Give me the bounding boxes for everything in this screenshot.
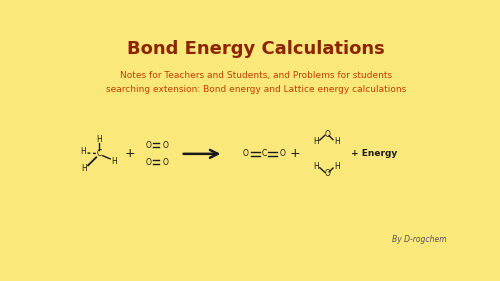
Text: H: H xyxy=(334,137,340,146)
Text: searching extension: Bond energy and Lattice energy calculations: searching extension: Bond energy and Lat… xyxy=(106,85,406,94)
Text: O: O xyxy=(146,158,152,167)
Text: O: O xyxy=(280,149,285,158)
Text: H: H xyxy=(96,135,102,144)
Text: C: C xyxy=(262,149,266,158)
Text: +: + xyxy=(125,147,136,160)
Text: O: O xyxy=(325,169,331,178)
Text: O: O xyxy=(146,141,152,150)
Text: O: O xyxy=(325,130,331,139)
Text: H: H xyxy=(314,137,319,146)
Text: H: H xyxy=(80,148,86,157)
Text: By D-rogchem: By D-rogchem xyxy=(392,235,446,244)
Text: O: O xyxy=(163,141,169,150)
Text: H: H xyxy=(82,164,87,173)
Text: H: H xyxy=(111,157,117,166)
Text: O: O xyxy=(242,149,248,158)
Text: H: H xyxy=(334,162,340,171)
Text: O: O xyxy=(163,158,169,167)
Text: H: H xyxy=(314,162,319,171)
Text: +: + xyxy=(290,147,300,160)
Text: Notes for Teachers and Students, and Problems for students: Notes for Teachers and Students, and Pro… xyxy=(120,71,392,80)
Text: C: C xyxy=(96,149,102,158)
Text: + Energy: + Energy xyxy=(351,149,398,158)
Text: Bond Energy Calculations: Bond Energy Calculations xyxy=(128,40,385,58)
